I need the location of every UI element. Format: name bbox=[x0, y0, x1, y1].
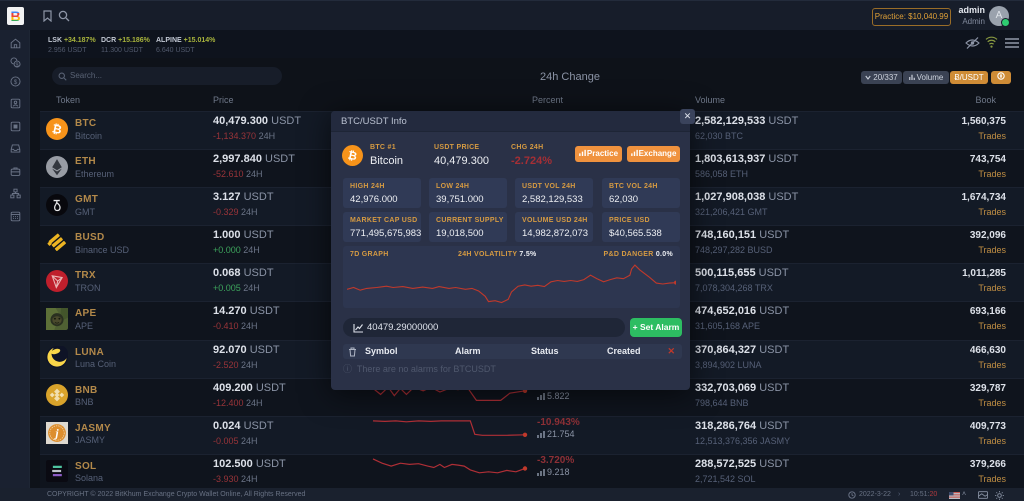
svg-text:₿: ₿ bbox=[51, 122, 63, 137]
svg-text:$: $ bbox=[15, 62, 18, 68]
svg-text:$: $ bbox=[13, 78, 17, 85]
svg-text:₿: ₿ bbox=[347, 150, 358, 164]
svg-text:j: j bbox=[53, 427, 59, 440]
